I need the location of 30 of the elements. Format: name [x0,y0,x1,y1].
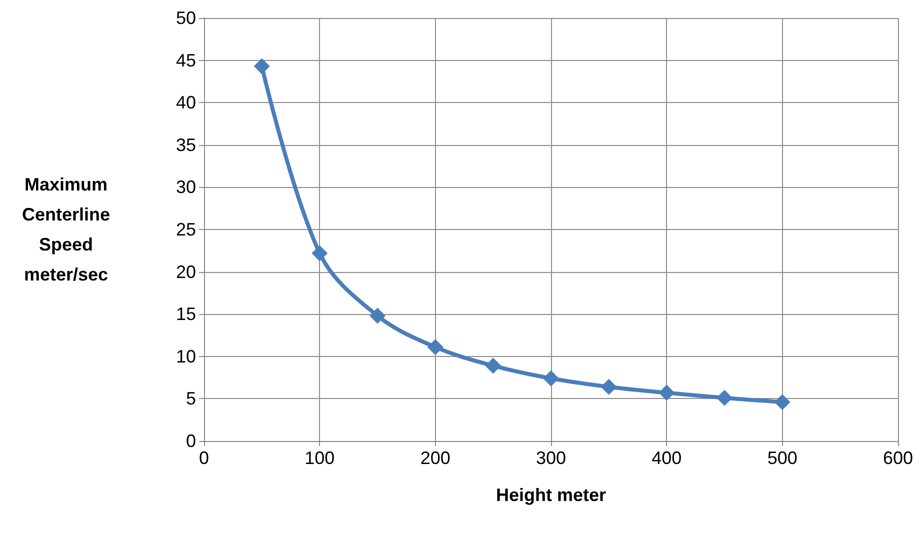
y-tick-label: 0 [186,431,196,451]
point [312,245,328,262]
x-tick-label: 100 [304,448,335,468]
y-axis-title: Maximum Centerline Speed meter/sec [22,174,110,284]
y-tick-label: 35 [176,134,196,155]
y-tick-label: 15 [176,304,196,324]
point [427,339,444,356]
point [716,390,732,406]
point [658,384,675,401]
y-tick-label: 25 [176,220,196,240]
x-axis-title: Height meter [496,485,606,505]
x-tick-label: 0 [198,448,210,468]
point [254,58,270,74]
point [774,394,790,410]
y-tick-label: 40 [176,92,196,113]
y-tick-label: 5 [186,388,196,409]
y-tick-label: 30 [176,177,196,198]
point [370,308,386,324]
x-tick-label: 300 [536,448,566,468]
y-tick-label: 50 [176,8,196,28]
x-tick-label: 600 [882,448,914,468]
x-tick-label: 200 [420,448,450,468]
x-tick-label: 400 [652,448,682,468]
point [485,358,502,374]
x-tick-label: 500 [767,448,798,468]
y-tick-label: 10 [176,346,196,366]
y-tick-label: 45 [176,50,196,70]
y-tick-label: 20 [176,262,196,282]
point [543,370,559,386]
point [600,378,617,395]
